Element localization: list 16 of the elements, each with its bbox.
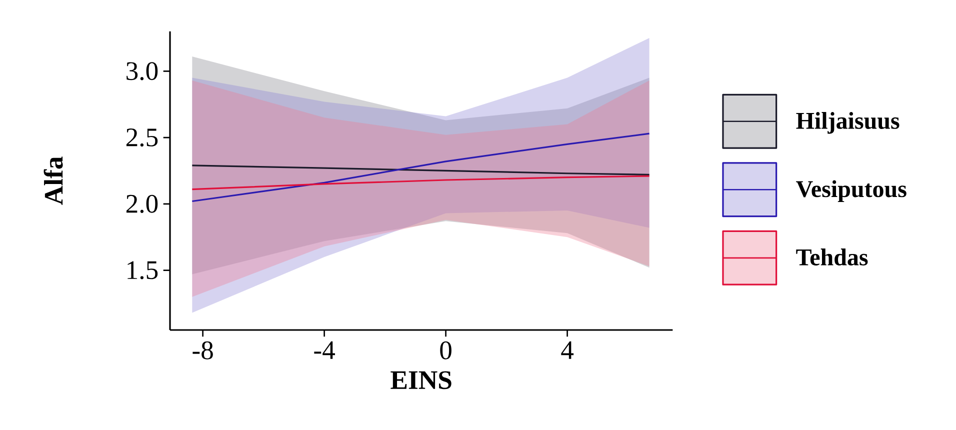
y-tick-label: 3.0 xyxy=(126,62,158,80)
x-tick-label: 4 xyxy=(561,341,574,359)
x-axis-title: EINS xyxy=(390,371,452,390)
x-tick-label: -8 xyxy=(192,341,213,360)
line-series xyxy=(191,175,650,190)
y-tick-label: 2.5 xyxy=(126,128,158,147)
y-tick-label: 1.5 xyxy=(128,261,158,280)
x-tick-label: 0 xyxy=(440,341,452,360)
line-series xyxy=(191,132,650,202)
y-axis-title: Alfa xyxy=(44,156,63,205)
x-tick-label: -4 xyxy=(314,341,335,359)
legend-label: Tehdas xyxy=(796,248,868,266)
legend-label: Vesiputous xyxy=(796,180,906,202)
line-series xyxy=(191,164,650,176)
y-tick-label: 2.0 xyxy=(126,194,158,213)
legend-label: Hiljaisuus xyxy=(796,112,900,134)
